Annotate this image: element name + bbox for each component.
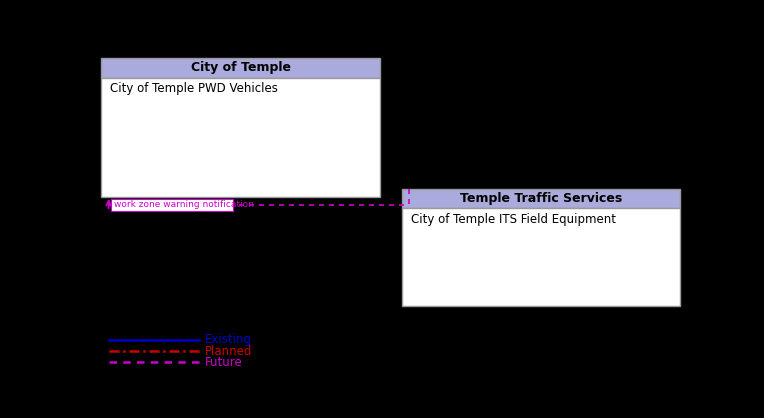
Bar [112, 199, 233, 211]
Bar [402, 208, 681, 306]
Text: City of Temple PWD Vehicles: City of Temple PWD Vehicles [110, 82, 278, 95]
Text: work zone warning notification: work zone warning notification [115, 200, 254, 209]
Text: Existing: Existing [205, 333, 252, 347]
Text: Future: Future [205, 356, 243, 369]
Text: City of Temple: City of Temple [190, 61, 290, 74]
Text: Planned: Planned [205, 344, 252, 358]
Text: City of Temple ITS Field Equipment: City of Temple ITS Field Equipment [411, 213, 616, 226]
Bar [402, 189, 681, 208]
Bar [102, 77, 380, 196]
Bar [102, 58, 380, 77]
Text: Temple Traffic Services: Temple Traffic Services [460, 192, 623, 205]
